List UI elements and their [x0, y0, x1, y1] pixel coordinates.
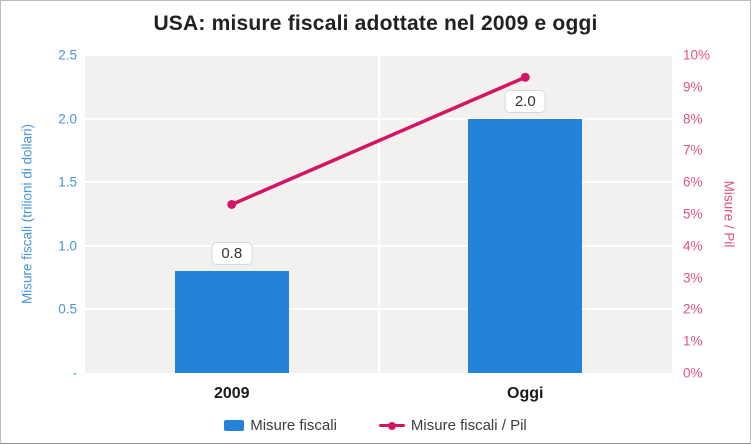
gridline — [377, 55, 380, 373]
right-axis-title: Misure / Pil — [721, 180, 737, 248]
bar-swatch-icon — [224, 420, 245, 431]
x-axis-label: Oggi — [507, 385, 544, 402]
bar — [174, 271, 289, 373]
left-tick-label: 1.0 — [58, 238, 77, 254]
right-tick-label: 3% — [683, 270, 703, 286]
legend: Misure fiscali Misure fiscali / Pil — [1, 417, 750, 434]
x-axis-label: 2009 — [213, 385, 250, 402]
right-tick-label: 1% — [683, 333, 703, 349]
bar-value-label: 0.8 — [211, 242, 253, 266]
left-tick-label: 0.5 — [58, 301, 77, 317]
legend-label: Misure fiscali / Pil — [410, 417, 527, 434]
legend-label: Misure fiscali — [250, 417, 337, 434]
line-marker-icon — [378, 424, 405, 427]
right-tick-label: 8% — [683, 111, 703, 127]
right-tick-label: 0% — [683, 365, 703, 381]
right-tick-label: 5% — [683, 206, 703, 222]
plot-area: 0.8 2.0 — [85, 54, 672, 373]
trend-point — [520, 72, 530, 82]
bar-value-label: 2.0 — [504, 89, 546, 113]
right-tick-label: 4% — [683, 238, 703, 254]
legend-item-line: Misure fiscali / Pil — [378, 417, 527, 434]
legend-item-bars: Misure fiscali — [224, 417, 337, 434]
left-axis-title: Misure fiscali (trilioni di dollari) — [19, 123, 35, 305]
left-tick-label: 2.0 — [58, 111, 77, 127]
right-tick-label: 7% — [683, 142, 703, 158]
right-tick-label: 6% — [683, 174, 703, 190]
right-tick-label: 9% — [683, 79, 703, 95]
left-tick-label: - — [72, 365, 78, 381]
right-tick-label: 10% — [683, 47, 711, 63]
left-tick-label: 2.5 — [58, 47, 77, 63]
trend-line — [227, 72, 530, 209]
trend-point — [227, 199, 237, 209]
chart-title: USA: misure fiscali adottate nel 2009 e … — [153, 12, 598, 35]
bar — [468, 118, 583, 373]
right-tick-label: 2% — [683, 301, 703, 317]
left-tick-label: 1.5 — [58, 174, 77, 190]
